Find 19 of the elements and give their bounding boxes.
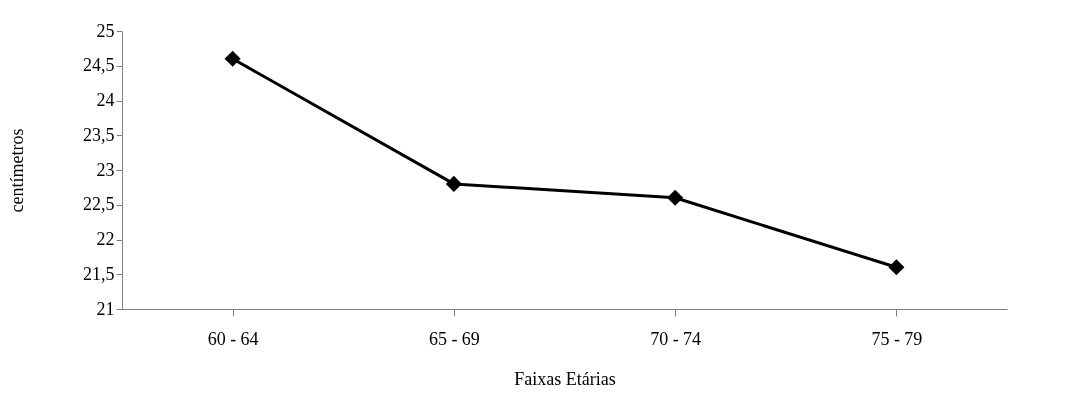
- x-tick-label: 70 - 74: [650, 328, 702, 349]
- y-tick-label: 25: [96, 20, 115, 41]
- y-tick-label: 24,5: [83, 55, 115, 76]
- x-tick-label: 65 - 69: [428, 328, 480, 349]
- y-tick-label: 22: [96, 229, 115, 249]
- point: [445, 175, 462, 192]
- y-tick-label: 21: [96, 298, 115, 319]
- y-tick-label: 22,5: [83, 194, 115, 215]
- y-tick-label: 24: [96, 90, 115, 110]
- x-axis-title: Faixas Etárias: [514, 368, 616, 389]
- y-tick-label: 21,5: [83, 263, 115, 284]
- x-tick-label: 60 - 64: [207, 328, 259, 349]
- point: [224, 50, 241, 67]
- x-tick-label: 75 - 79: [871, 328, 923, 349]
- y-tick-label: 23,5: [83, 124, 115, 145]
- y-tick-label: 23: [96, 159, 115, 180]
- y-axis-title: centímetros: [7, 128, 27, 213]
- point: [667, 189, 684, 206]
- point: [888, 259, 905, 276]
